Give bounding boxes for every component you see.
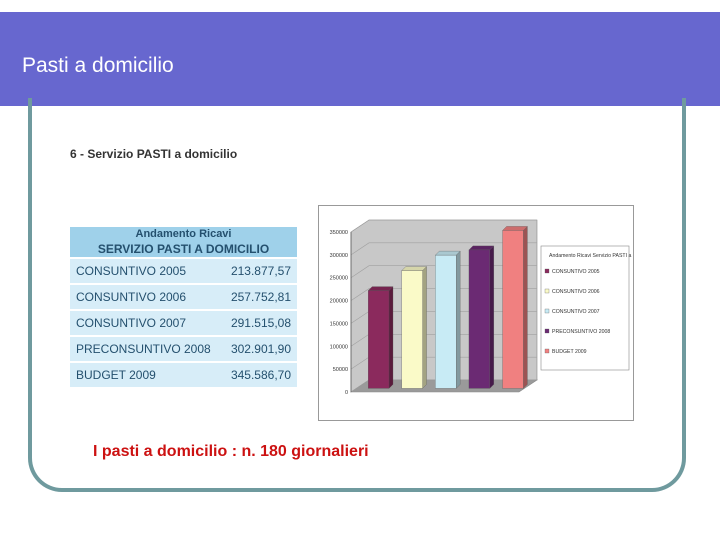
row-label: PRECONSUNTIVO 2008 [70,336,223,363]
row-label: BUDGET 2009 [70,362,223,389]
y-tick-label: 350000 [330,230,348,236]
table-header-line1: Andamento Ricavi [135,228,232,240]
table-header: Andamento Ricavi SERVIZIO PASTI A DOMICI… [70,227,297,259]
bar [401,270,423,389]
legend-label: BUDGET 2009 [552,349,587,355]
legend-label: PRECONSUNTIVO 2008 [552,329,610,335]
bar-side [422,266,427,389]
bar-top [468,245,495,251]
y-tick-label: 200000 [330,299,348,305]
legend-swatch [544,348,550,354]
row-value: 302.901,90 [222,336,297,363]
y-tick-label: 0 [345,390,348,396]
row-label: CONSUNTIVO 2006 [70,284,223,311]
revenue-chart: 0 50000 100000 150000 200000 250000 300000 3500… [318,205,653,421]
footer-note: I pasti a domicilio : n. 180 giornalieri [93,443,369,460]
chart-gridline [350,242,537,256]
bar-top [367,286,394,291]
table-header-line2: SERVIZIO PASTI A DOMICILIO [97,242,270,256]
y-tick-label: 150000 [330,321,348,327]
bar [368,290,390,389]
bar [435,254,457,389]
legend-title: Andamento Ricavi Servizio PASTI a domici… [549,253,633,259]
content-frame [28,98,686,492]
slide-title: Pasti a domicilio [22,54,174,77]
y-tick-label: 50000 [333,367,348,373]
legend-label: CONSUNTIVO 2005 [552,269,600,275]
table-row: CONSUNTIVO 2005 213.877,57 [70,258,297,285]
header-divider [0,106,636,110]
table-row: BUDGET 2009 345.586,70 [70,362,297,389]
legend-swatch [544,328,550,334]
bar-side [388,286,394,389]
legend-swatch [544,268,550,274]
legend-label: CONSUNTIVO 2006 [552,289,600,295]
table-row: CONSUNTIVO 2007 291.515,08 [70,310,297,337]
row-value: 213.877,57 [222,258,297,285]
revenue-table: Andamento Ricavi SERVIZIO PASTI A DOMICI… [70,227,297,389]
row-value: 345.586,70 [222,362,297,389]
title-bar: Pasti a domicilio [0,12,720,110]
chart-legend-box [540,245,630,371]
bar-side [456,250,461,389]
chart-svg: 0 50000 100000 150000 200000 250000 300000 3500… [330,219,653,396]
row-value: 291.515,08 [222,310,297,337]
row-label: CONSUNTIVO 2007 [70,310,223,337]
bar [502,230,524,389]
y-tick-label: 100000 [330,344,348,350]
bar [468,249,490,389]
bar-side [523,226,528,389]
bar-top [401,266,427,271]
row-value: 257.752,81 [222,284,297,311]
legend-label: CONSUNTIVO 2007 [552,309,600,315]
section-heading: 6 - Servizio PASTI a domicilio [70,147,238,161]
row-label: CONSUNTIVO 2005 [70,258,223,285]
y-tick-label: 250000 [330,276,348,282]
chart-gridline [350,219,537,233]
table-row: CONSUNTIVO 2006 257.752,81 [70,284,297,311]
table-row: PRECONSUNTIVO 2008 302.901,90 [70,336,297,363]
bar-side [489,245,494,389]
bar-top [502,226,528,231]
legend-swatch [544,308,550,314]
bar-top [434,250,461,256]
y-tick-label: 300000 [330,253,348,259]
table-header-row: Andamento Ricavi SERVIZIO PASTI A DOMICI… [70,227,297,259]
legend-swatch [544,288,550,294]
